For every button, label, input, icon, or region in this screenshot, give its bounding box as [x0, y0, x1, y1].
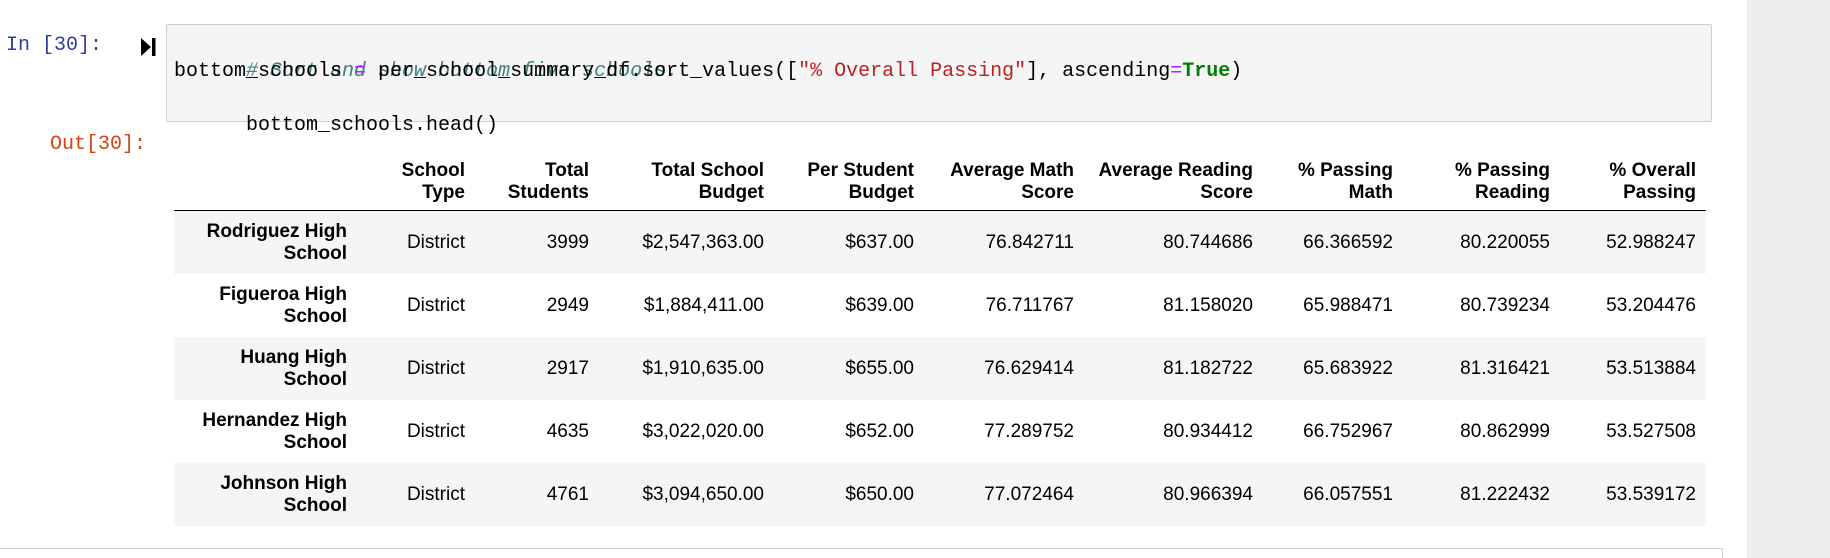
column-header: % Overall Passing [1560, 156, 1706, 211]
table-cell: $3,094,650.00 [642, 483, 764, 505]
table-cell: District [406, 483, 465, 505]
code-string: "% Overall Passing" [798, 60, 1027, 83]
table-cell: 65.988471 [1303, 294, 1393, 316]
row-index: Rodriguez High School [206, 220, 347, 264]
table-cell: $652.00 [845, 420, 914, 442]
column-header: Total Students [475, 156, 599, 211]
dataframe-table: School Type Total Students Total School Bud… [174, 156, 1706, 526]
table-cell: 81.158020 [1163, 294, 1253, 316]
table-cell: 80.739234 [1460, 294, 1550, 316]
code-line-2[interactable]: bottom_schools = per_school_summary_df.s… [174, 58, 1242, 85]
table-cell: 81.182722 [1163, 357, 1253, 379]
column-header: Average Math Score [924, 156, 1084, 211]
table-row: Hernandez High School District 4635 $3,02… [174, 400, 1706, 463]
code-editor[interactable]: # Sort and show bottom five schools. bot… [166, 24, 1712, 137]
table-cell: 4761 [546, 483, 589, 505]
table-cell: 2917 [546, 357, 589, 379]
table-cell: 80.966394 [1163, 483, 1253, 505]
table-cell: 66.752967 [1303, 420, 1393, 442]
table-row: Figueroa High School District 2949 $1,884… [174, 274, 1706, 337]
code-line-1[interactable]: # Sort and show bottom five schools. [174, 31, 678, 112]
table-cell: 81.222432 [1460, 483, 1550, 505]
table-cell: 65.683922 [1303, 357, 1393, 379]
table-cell: District [406, 420, 465, 442]
table-cell: 53.513884 [1606, 357, 1696, 379]
table-cell: 3999 [546, 231, 589, 253]
row-index: Huang High School [240, 346, 347, 390]
column-header: % Passing Reading [1403, 156, 1560, 211]
code-comment: # Sort and show bottom five schools. [246, 60, 679, 83]
table-cell: 66.057551 [1303, 483, 1393, 505]
column-header: Per Student Budget [774, 156, 924, 211]
table-cell: $655.00 [845, 357, 914, 379]
table-row: Huang High School District 2917 $1,910,63… [174, 337, 1706, 400]
table-cell: District [406, 357, 465, 379]
table-row: Rodriguez High School District 3999 $2,54… [174, 210, 1706, 274]
next-cell-border [0, 548, 1723, 558]
table-cell: 81.316421 [1460, 357, 1550, 379]
code-token: per_school_summary_df.sort_values([ [366, 60, 799, 83]
table-header-row: School Type Total Students Total School Bud… [174, 156, 1706, 211]
table-cell: $1,910,635.00 [642, 357, 764, 379]
run-cell-icon[interactable] [140, 36, 158, 58]
column-header: School Type [357, 156, 475, 211]
table-cell: 77.289752 [984, 420, 1074, 442]
row-index: Hernandez High School [202, 409, 347, 453]
input-prompt: In [30]: [6, 34, 103, 57]
table-cell: $639.00 [845, 294, 914, 316]
right-gutter [1747, 0, 1830, 558]
table-cell: District [406, 294, 465, 316]
table-cell: 52.988247 [1606, 231, 1696, 253]
table-cell: 53.527508 [1606, 420, 1696, 442]
code-token: ) [1230, 60, 1243, 83]
output-prompt: Out[30]: [50, 133, 147, 156]
row-index: Johnson High School [220, 472, 347, 516]
code-line-3[interactable]: bottom_schools.head() [174, 85, 498, 166]
table-cell: 77.072464 [984, 483, 1074, 505]
table-cell: 80.862999 [1460, 420, 1550, 442]
code-operator: = [1170, 60, 1183, 83]
table-cell: District [406, 231, 465, 253]
table-cell: 76.842711 [985, 231, 1074, 253]
code-token: ], ascending [1026, 60, 1171, 83]
table-cell: $1,884,411.00 [643, 294, 764, 316]
table-cell: 53.204476 [1606, 294, 1696, 316]
table-row: Johnson High School District 4761 $3,094,… [174, 463, 1706, 526]
index-header [174, 156, 357, 211]
column-header: Total School Budget [599, 156, 774, 211]
code-operator: = [354, 60, 367, 83]
table-cell: 80.220055 [1460, 231, 1550, 253]
row-index: Figueroa High School [219, 283, 347, 327]
table-cell: 80.744686 [1163, 231, 1253, 253]
table-cell: $2,547,363.00 [642, 231, 764, 253]
table-cell: 76.711767 [985, 294, 1074, 316]
code-keyword: True [1182, 60, 1231, 83]
code-token: bottom_schools.head() [246, 114, 499, 137]
table-cell: 53.539172 [1606, 483, 1696, 505]
column-header: % Passing Math [1263, 156, 1403, 211]
table-cell: 4635 [546, 420, 589, 442]
table-cell: 66.366592 [1303, 231, 1393, 253]
table-cell: 76.629414 [984, 357, 1074, 379]
column-header: Average Reading Score [1084, 156, 1263, 211]
table-cell: 80.934412 [1163, 420, 1253, 442]
code-token: bottom_schools [174, 60, 355, 83]
table-cell: $3,022,020.00 [642, 420, 764, 442]
table-cell: $637.00 [845, 231, 914, 253]
table-cell: 2949 [546, 294, 589, 316]
table-cell: $650.00 [845, 483, 914, 505]
